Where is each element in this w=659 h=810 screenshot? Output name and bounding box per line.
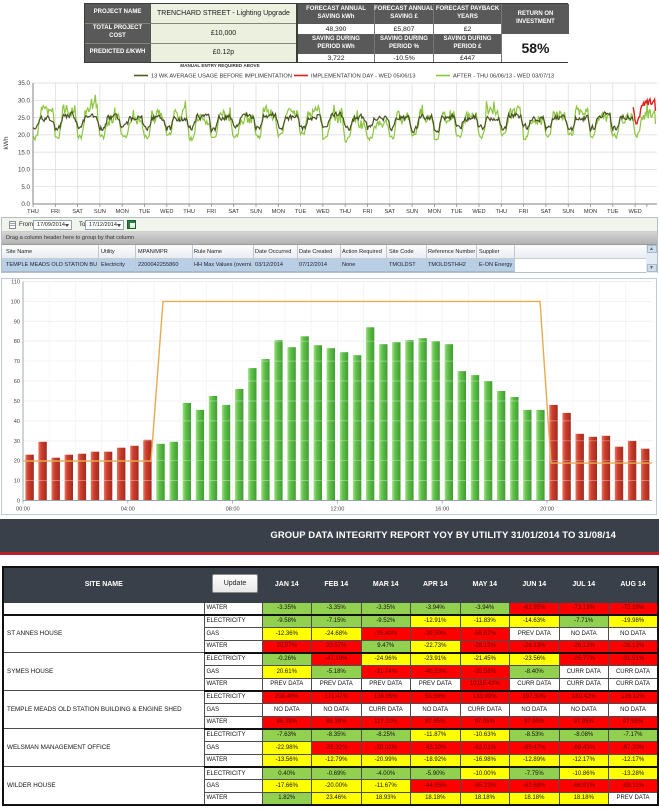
- svg-text:30: 30: [14, 439, 20, 445]
- svg-text:20:00: 20:00: [540, 507, 554, 513]
- svg-text:15.0: 15.0: [18, 149, 31, 156]
- svg-text:THU: THU: [27, 209, 39, 215]
- svg-text:04:00: 04:00: [121, 507, 135, 513]
- svg-text:60: 60: [14, 379, 20, 385]
- svg-text:20: 20: [14, 459, 20, 465]
- svg-text:90: 90: [14, 319, 20, 325]
- svg-text:SUN: SUN: [406, 209, 418, 215]
- svg-text:SUN: SUN: [250, 209, 262, 215]
- svg-text:70: 70: [14, 359, 20, 365]
- svg-text:AFTER - THU 06/06/13 - WED 03/: AFTER - THU 06/06/13 - WED 03/07/13: [453, 74, 554, 80]
- svg-text:10.0: 10.0: [18, 167, 31, 174]
- svg-text:MON: MON: [428, 209, 441, 215]
- svg-text:SAT: SAT: [541, 209, 552, 215]
- svg-text:25.0: 25.0: [18, 115, 31, 122]
- svg-text:TUE: TUE: [451, 209, 463, 215]
- svg-text:WED: WED: [472, 209, 485, 215]
- svg-text:THU: THU: [183, 209, 195, 215]
- svg-text:TUE: TUE: [607, 209, 619, 215]
- svg-text:80: 80: [14, 339, 20, 345]
- svg-text:100: 100: [11, 299, 20, 305]
- svg-text:SUN: SUN: [562, 209, 574, 215]
- svg-text:MON: MON: [116, 209, 129, 215]
- svg-text:MON: MON: [272, 209, 285, 215]
- svg-text:WED: WED: [316, 209, 329, 215]
- svg-text:WED: WED: [160, 209, 173, 215]
- svg-text:16:00: 16:00: [435, 507, 449, 513]
- svg-text:40: 40: [14, 419, 20, 425]
- svg-text:30.0: 30.0: [18, 98, 31, 105]
- svg-text:5.0: 5.0: [21, 184, 30, 191]
- svg-text:SAT: SAT: [384, 209, 395, 215]
- svg-text:IMPLEMENTATION DAY - WED 05/06: IMPLEMENTATION DAY - WED 05/06/13: [311, 74, 416, 80]
- svg-text:TUE: TUE: [295, 209, 307, 215]
- svg-text:12:00: 12:00: [330, 507, 344, 513]
- svg-text:TUE: TUE: [139, 209, 151, 215]
- svg-text:00:00: 00:00: [16, 507, 30, 513]
- svg-text:FRI: FRI: [207, 209, 217, 215]
- svg-text:FRI: FRI: [363, 209, 373, 215]
- svg-text:SAT: SAT: [228, 209, 239, 215]
- svg-text:FRI: FRI: [519, 209, 529, 215]
- svg-text:10: 10: [14, 479, 20, 485]
- svg-text:13 WK AVERAGE USAGE BEFORE IMP: 13 WK AVERAGE USAGE BEFORE IMPLIMENTATIO…: [151, 74, 292, 80]
- svg-text:WED: WED: [628, 209, 641, 215]
- svg-text:kWh: kWh: [3, 136, 10, 149]
- svg-text:FRI: FRI: [51, 209, 61, 215]
- svg-text:50: 50: [14, 399, 20, 405]
- svg-text:110: 110: [11, 280, 20, 286]
- svg-text:20.0: 20.0: [18, 132, 31, 139]
- svg-text:SAT: SAT: [72, 209, 83, 215]
- svg-text:SUN: SUN: [94, 209, 106, 215]
- svg-text:THU: THU: [339, 209, 351, 215]
- svg-text:0.0: 0.0: [21, 201, 30, 208]
- svg-text:MON: MON: [584, 209, 597, 215]
- svg-text:35.0: 35.0: [18, 80, 31, 87]
- svg-text:0: 0: [17, 499, 20, 505]
- svg-text:THU: THU: [495, 209, 507, 215]
- svg-text:08:00: 08:00: [226, 507, 240, 513]
